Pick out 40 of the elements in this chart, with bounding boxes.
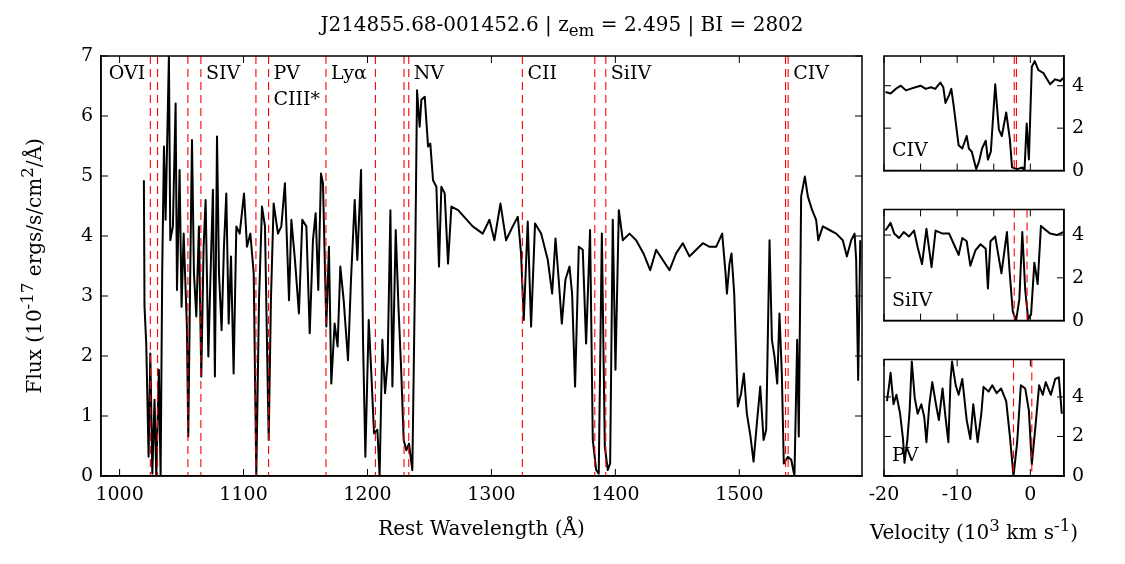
y-tick-label: 2 — [1072, 423, 1085, 446]
y-tick-label: 0 — [80, 462, 93, 485]
y-tick-label: 4 — [80, 222, 93, 245]
x-tick-label: 1400 — [591, 482, 640, 505]
x-tick-label: 1500 — [715, 482, 764, 505]
y-tick-label: 0 — [1072, 462, 1085, 485]
x-tick-label: 1200 — [343, 482, 392, 505]
y-tick-label: 0 — [1072, 307, 1085, 330]
annotation: NV — [413, 60, 445, 83]
x-tick-label: 1100 — [219, 482, 268, 505]
annotation: PV — [273, 60, 301, 83]
x-tick-label: 1000 — [95, 482, 144, 505]
annotation: SiIV — [892, 287, 933, 310]
y-tick-label: 1 — [80, 402, 93, 425]
annotation: CII — [527, 60, 557, 83]
y-tick-label: 5 — [80, 162, 93, 185]
y-tick-label: 3 — [80, 282, 93, 305]
x-tick-label: 1300 — [467, 482, 516, 505]
annotation: Lyα — [330, 60, 367, 83]
annotation: CIV — [892, 137, 929, 160]
y-tick-label: 4 — [1072, 222, 1085, 244]
x-tick-label: -10 — [941, 482, 973, 505]
y-tick-label: 2 — [80, 342, 93, 365]
x-axis-title: Rest Wavelength (Å) — [377, 516, 586, 540]
y-tick-label: 4 — [1072, 72, 1085, 95]
annotation: SiIV — [610, 60, 652, 83]
y-tick-label: 4 — [1072, 383, 1085, 406]
x-axis-title: Velocity (10$^{3}$ km s$^{-1}$) — [868, 516, 1080, 544]
y-tick-label: 6 — [80, 102, 93, 125]
annotation: SIV — [205, 60, 241, 83]
annotation: CIII* — [273, 86, 321, 109]
y-tick-label: 0 — [1072, 157, 1085, 180]
annotation: CIV — [793, 60, 830, 83]
chart-title: J214855.68-001452.6 | z$_{em}$ = 2.495 | BI = 2802 — [317, 12, 805, 40]
y-tick-label: 7 — [80, 42, 93, 65]
x-tick-label: -20 — [868, 482, 900, 505]
y-tick-label: 2 — [1072, 115, 1085, 138]
x-tick-label: 0 — [1024, 482, 1037, 505]
annotation: OVI — [108, 60, 146, 83]
y-tick-label: 2 — [1072, 264, 1085, 287]
